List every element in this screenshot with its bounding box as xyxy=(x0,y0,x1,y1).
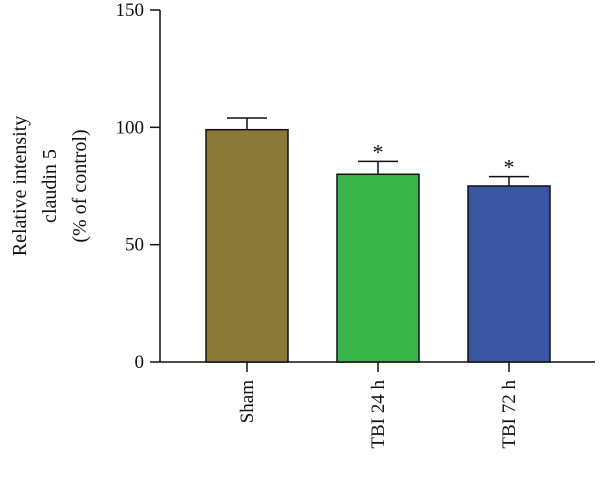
y-axis-title-line: claudin 5 xyxy=(39,149,61,223)
significance-star: * xyxy=(504,155,515,180)
y-tick-label: 100 xyxy=(116,117,145,138)
y-tick-label: 0 xyxy=(135,352,145,373)
y-tick-label: 150 xyxy=(116,0,145,21)
y-axis-title-line: Relative intensity xyxy=(9,116,31,257)
bar-tbi-72-h xyxy=(467,185,551,363)
x-tick-label: Sham xyxy=(237,380,258,424)
y-axis-title-line: (% of control) xyxy=(69,129,91,242)
bar-sham xyxy=(205,128,289,363)
significance-star: * xyxy=(373,139,384,164)
y-axis-title: Relative intensity claudin 5 (% of control… xyxy=(9,116,91,257)
x-tick-labels: Sham TBI 24 h TBI 72 h xyxy=(237,380,520,449)
error-bars xyxy=(227,117,529,186)
x-tick-label: TBI 24 h xyxy=(368,380,389,449)
bars xyxy=(205,128,551,363)
significance-marks: ** xyxy=(373,139,515,179)
bar-tbi-24-h xyxy=(336,173,420,363)
x-tick-label: TBI 72 h xyxy=(499,380,520,449)
y-tick-label: 50 xyxy=(125,235,144,256)
x-axis xyxy=(160,361,595,372)
y-axis: 0 50 100 150 xyxy=(116,0,161,373)
